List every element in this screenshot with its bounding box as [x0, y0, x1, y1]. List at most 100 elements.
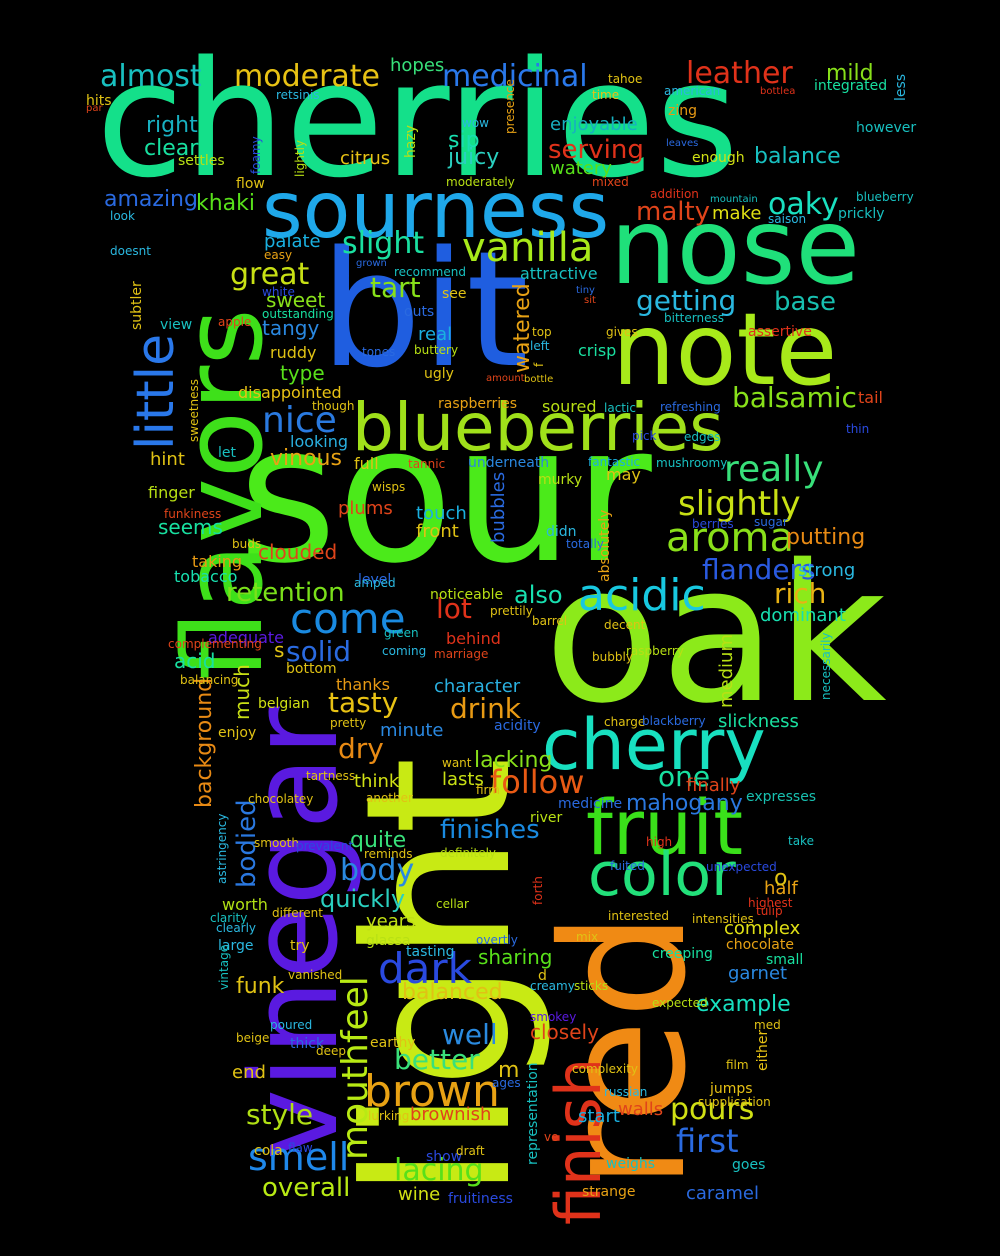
word-intensities: intensities: [692, 912, 754, 926]
word-high: high: [646, 835, 673, 849]
word-retention: retention: [226, 578, 345, 608]
word-flaw: flaw: [288, 1141, 313, 1155]
word-d: d: [538, 968, 547, 984]
word-small: small: [766, 952, 804, 968]
word-medium: medium: [716, 634, 737, 708]
word-clarity: clarity: [210, 911, 248, 925]
word-body: body: [340, 853, 415, 888]
word-bubbles: bubbles: [488, 471, 509, 543]
word-flow: flow: [236, 176, 265, 192]
word-totally: totally: [566, 537, 604, 551]
word-nice: nice: [262, 400, 337, 441]
word-goes: goes: [732, 1157, 766, 1173]
word-attractive: attractive: [520, 264, 598, 283]
word-real: real: [418, 324, 453, 345]
word-murky: murky: [538, 472, 583, 488]
word-type: type: [280, 361, 325, 385]
word-smokey: smokey: [530, 1010, 577, 1024]
word-settles: settles: [178, 153, 225, 169]
word-nose: nose: [610, 186, 861, 308]
word-didn: didn: [546, 524, 577, 540]
word-view: view: [160, 317, 193, 333]
word-rich: rich: [774, 577, 827, 610]
word-tones: tones: [362, 345, 396, 359]
word-blueberries: blueberries: [352, 389, 724, 466]
word-base: base: [774, 287, 836, 317]
word-refreshing: refreshing: [660, 400, 721, 414]
word-smell: smell: [248, 1135, 350, 1179]
word-may: may: [606, 465, 641, 484]
word-solid: solid: [286, 635, 352, 668]
word-m: m: [498, 1058, 520, 1083]
word-another: another: [366, 791, 413, 805]
word-half: half: [764, 878, 798, 899]
word-lurking: lurking: [368, 1109, 410, 1123]
word-lacking: lacking: [474, 748, 553, 773]
word-easy: easy: [264, 248, 293, 262]
word-acidic: acidic: [578, 570, 706, 621]
word-vintage: vintage: [217, 944, 231, 990]
word-well: well: [442, 1018, 498, 1051]
word-front: front: [416, 521, 459, 542]
word-hopes: hopes: [390, 55, 445, 76]
word-noticeable: noticeable: [430, 587, 504, 603]
word-complementing: complementing: [168, 637, 262, 651]
word-par: par: [86, 103, 103, 114]
word-looking: looking: [290, 432, 349, 451]
word-wisps: wisps: [372, 480, 406, 494]
word-chocolate: chocolate: [726, 937, 794, 953]
word-ages: ages: [492, 1076, 521, 1090]
word-blackberry: blackberry: [642, 714, 706, 728]
word-want: want: [442, 756, 472, 770]
word-prickly: prickly: [838, 206, 885, 222]
word-american: american: [664, 84, 721, 98]
word-walls: walls: [618, 1099, 664, 1120]
word-sourness: sourness: [262, 166, 610, 256]
word-deep: deep: [316, 1044, 346, 1058]
word-soured: soured: [542, 397, 597, 416]
word-firm: firm: [476, 783, 500, 797]
word-pours: pours: [670, 1092, 755, 1127]
word-cherry: cherry: [542, 704, 766, 786]
word-touch: touch: [416, 503, 467, 524]
word-funk: funk: [236, 974, 285, 999]
word-quite: quite: [350, 828, 407, 853]
word-ruddy: ruddy: [270, 343, 317, 362]
word-less: less: [893, 73, 909, 101]
word-slickness: slickness: [718, 711, 799, 732]
word-start: start: [578, 1106, 620, 1127]
word-wine: wine: [398, 1184, 441, 1205]
word-balsamic: balsamic: [732, 381, 857, 414]
word-outs: outs: [404, 304, 435, 320]
word-green: green: [384, 626, 419, 640]
word-ugly: ugly: [424, 366, 454, 382]
word-tangy: tangy: [262, 316, 320, 340]
word-crisp: crisp: [578, 341, 617, 360]
word-charge: charge: [604, 715, 646, 729]
word-lacing: lacing: [394, 1153, 484, 1188]
word-bit: bit: [320, 216, 529, 403]
word-watery: watery: [550, 158, 612, 179]
word-sugar: sugar: [754, 515, 788, 529]
word-complex: complex: [724, 918, 801, 939]
word-fruitiness: fruitiness: [448, 1191, 513, 1207]
word-closely: closely: [530, 1020, 599, 1044]
word-white: white: [262, 285, 295, 299]
word-brown: brown: [364, 1066, 500, 1117]
word-med: med: [754, 1018, 781, 1032]
word-aroma: aroma: [666, 515, 795, 561]
word-right: right: [146, 113, 198, 138]
word-khaki: khaki: [196, 191, 256, 216]
word-caramel: caramel: [686, 1183, 759, 1204]
word-poured: poured: [270, 1018, 313, 1032]
word-marriage: marriage: [434, 647, 489, 661]
word-raspberries: raspberries: [438, 396, 518, 412]
word-make: make: [712, 203, 762, 224]
word-beige: beige: [236, 1031, 270, 1045]
word-cola: cola: [254, 1143, 283, 1159]
word-great: great: [230, 257, 310, 292]
word-expected: expected: [652, 996, 708, 1010]
word-assertive: assertive: [748, 324, 812, 340]
word-funkiness: funkiness: [164, 507, 222, 521]
word-film: film: [726, 1058, 749, 1072]
